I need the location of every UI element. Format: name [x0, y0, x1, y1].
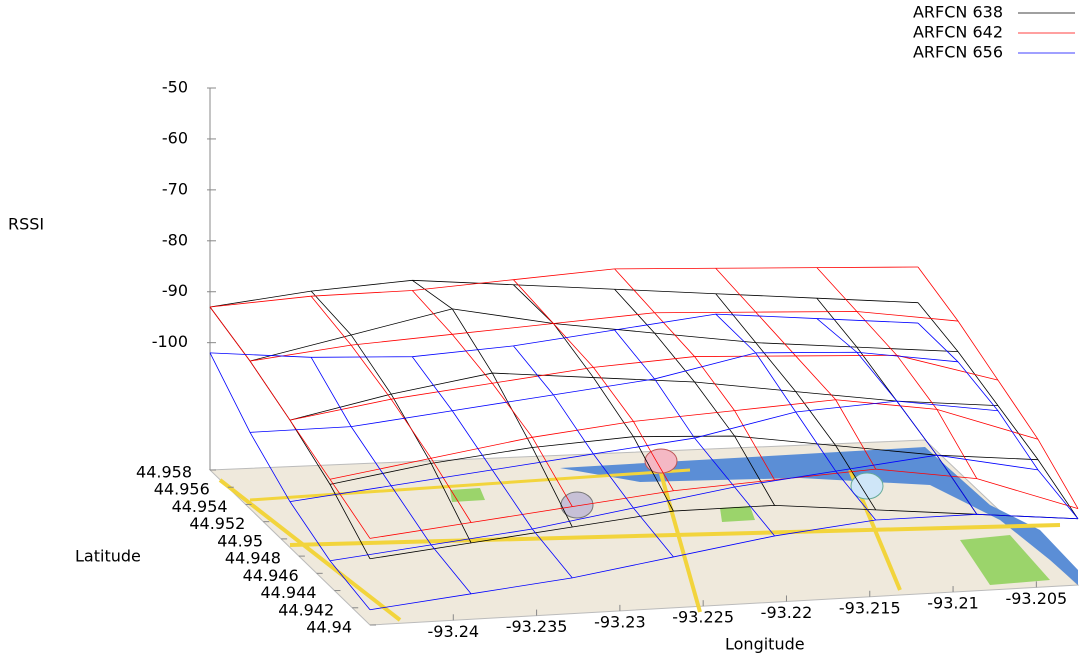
y-tick-label: 44.944 [260, 583, 316, 602]
x-tick-label: -93.21 [927, 594, 979, 613]
surface-line [250, 309, 958, 361]
z-axis-label: RSSI [8, 215, 44, 234]
y-tick-label: 44.95 [217, 531, 263, 550]
x-tick-label: -93.225 [672, 608, 734, 627]
y-tick-label: 44.954 [172, 497, 228, 516]
x-tick-label: -93.22 [761, 603, 813, 622]
y-tick-label: 44.946 [243, 566, 299, 585]
z-tick-label: -80 [162, 230, 188, 249]
z-tick-label: -50 [162, 78, 188, 97]
x-tick-label: -93.24 [428, 622, 480, 641]
y-tick-label: 44.952 [189, 514, 245, 533]
legend-label: ARFCN 638 [913, 3, 1003, 22]
surface-line [250, 352, 958, 432]
y-tick-label: 44.958 [136, 463, 192, 482]
surface-line [716, 268, 876, 469]
y-tick-label: 44.94 [306, 618, 352, 637]
x-axis-label: Longitude [725, 635, 805, 654]
legend-label: ARFCN 656 [913, 43, 1003, 62]
surface-line [250, 311, 958, 361]
y-tick-label: 44.948 [225, 549, 281, 568]
z-tick-label: -100 [152, 332, 188, 351]
surface-line [290, 373, 998, 420]
x-tick-label: -93.215 [839, 598, 901, 617]
y-tick-label: 44.942 [278, 600, 334, 619]
x-tick-label: -93.205 [1005, 589, 1067, 608]
y-axis-label: Latitude [75, 547, 141, 566]
surface-line [290, 355, 998, 420]
x-tick-label: -93.23 [594, 612, 646, 631]
z-tick-label: -90 [162, 281, 188, 300]
z-tick-label: -70 [162, 179, 188, 198]
legend-label: ARFCN 642 [913, 23, 1003, 42]
x-tick-label: -93.235 [506, 617, 568, 636]
map-park [450, 488, 485, 502]
chart: RSSI Latitude Longitude -100 -90 -80 -70 -60… [0, 0, 1079, 658]
y-tick-label: 44.956 [154, 480, 210, 499]
z-tick-label: -60 [162, 128, 188, 147]
